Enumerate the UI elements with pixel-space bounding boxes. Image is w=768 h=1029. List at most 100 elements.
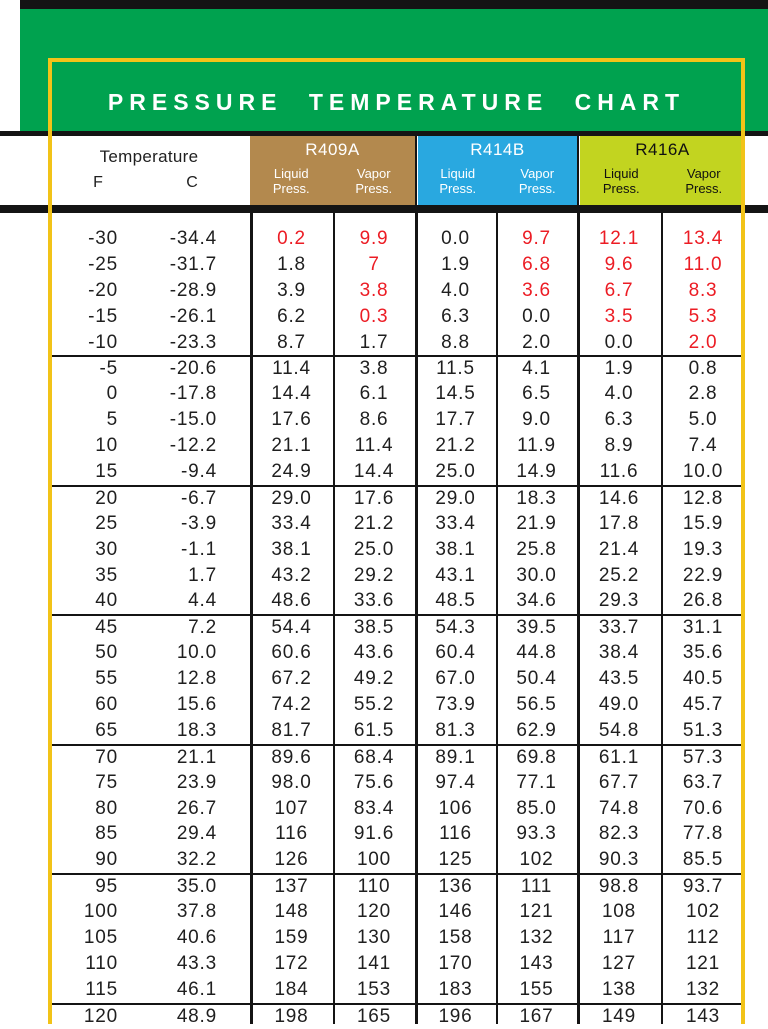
temp-c-cell: -34.4 <box>169 227 217 249</box>
table-row: -20 -28.9 3.9 3.8 4.0 3.6 6.7 8.3 <box>48 278 745 304</box>
r416a-liquid-cell: 117 <box>602 926 636 948</box>
table-row: 25 -3.9 33.4 21.2 33.4 21.9 17.8 15.9 <box>48 511 745 537</box>
r409a-vapor-cell: 3.8 <box>359 358 389 380</box>
temp-c-cell: 48.9 <box>176 1005 217 1027</box>
r409a-vapor-cell: 8.6 <box>359 409 389 431</box>
r409a-vapor-cell: 7 <box>368 253 380 275</box>
title-wrap: PRESSURE TEMPERATURE CHART <box>48 89 745 116</box>
r416a-liquid-cell: 38.4 <box>598 642 640 664</box>
r414b-vapor-cell: 9.7 <box>522 227 551 249</box>
r416a-liquid-cell: 9.6 <box>604 253 634 275</box>
r409a-vapor-cell: 75.6 <box>353 771 395 793</box>
table-row: 80 26.7 107 83.4 106 85.0 74.8 70.6 <box>48 796 745 822</box>
temp-f-cell: 20 <box>95 487 118 509</box>
temp-c-cell: 10.0 <box>176 642 217 664</box>
r416a-vapor-cell: 112 <box>686 926 720 948</box>
temp-c-cell: 18.3 <box>176 719 217 741</box>
temp-f-cell: 0 <box>106 383 118 405</box>
r414b-vapor-cell: 102 <box>519 849 554 871</box>
r409a-vapor-cell: 141 <box>356 952 392 974</box>
r409a-vapor-cell: 38.5 <box>353 617 395 639</box>
r409a-vapor-cell: 153 <box>356 978 392 1000</box>
temp-f-cell: -30 <box>88 227 118 249</box>
r416a-vapor-cell: 15.9 <box>682 512 724 534</box>
temp-c-cell: -26.1 <box>169 305 217 327</box>
temp-f-cell: 60 <box>95 693 118 715</box>
r416a-vapor-cell: 35.6 <box>682 642 724 664</box>
temp-f-cell: 5 <box>106 409 118 431</box>
r409a-liquid-cell: 159 <box>274 926 309 948</box>
r416a-liquid-cell: 54.8 <box>598 719 640 741</box>
table-row: 60 15.6 74.2 55.2 73.9 56.5 49.0 45.7 <box>48 692 745 718</box>
table-row: 105 40.6 159 130 158 132 117 112 <box>48 925 745 951</box>
r416a-vapor-cell: 93.7 <box>682 876 724 898</box>
temp-c-cell: -20.6 <box>169 358 217 380</box>
r416a-vapor-cell: 22.9 <box>682 564 724 586</box>
r414b-vapor-cell: 30.0 <box>516 564 557 586</box>
table-row: 70 21.1 89.6 68.4 89.1 69.8 61.1 57.3 <box>48 743 745 770</box>
r414b-vapor-cell: 0.0 <box>522 305 551 327</box>
temp-c-cell: -1.1 <box>181 538 217 560</box>
r416a-liquid-cell: 25.2 <box>598 564 640 586</box>
r414b-vapor-cell: 143 <box>519 952 554 974</box>
r416a-vapor-cell: 2.0 <box>688 331 718 353</box>
r416a-liquid-cell: 33.7 <box>598 617 640 639</box>
table-row: -15 -26.1 6.2 0.3 6.3 0.0 3.5 5.3 <box>48 304 745 330</box>
r409a-liquid-cell: 43.2 <box>271 564 312 586</box>
r416a-vapor-cell: 102 <box>685 901 721 923</box>
r414b-vapor-cell: 77.1 <box>516 771 557 793</box>
r409a-vapor-cell: 14.4 <box>353 460 395 482</box>
temp-c-cell: 21.1 <box>176 746 217 768</box>
r414b-liquid-cell: 89.1 <box>435 746 476 768</box>
temp-c-cell: 29.4 <box>176 823 217 845</box>
r414b-liquid-cell: 81.3 <box>435 719 476 741</box>
r414b-liquid-cell: 125 <box>438 849 473 871</box>
r409a-vapor-cell: 0.3 <box>359 305 389 327</box>
r409a-liquid-cell: 67.2 <box>271 668 312 690</box>
r416a-liquid-cell: 12.1 <box>598 227 640 249</box>
temp-f-cell: 90 <box>95 849 118 871</box>
r414b-vapor-cell: 6.5 <box>522 383 551 405</box>
r409a-liquid-cell: 33.4 <box>271 512 312 534</box>
r409a-liquid-cell: 172 <box>274 952 309 974</box>
r409a-liquid-cell: 38.1 <box>271 538 312 560</box>
temp-c-cell: 32.2 <box>176 849 217 871</box>
temp-f-cell: -20 <box>88 279 118 301</box>
r409a-vapor-cell: 17.6 <box>353 487 395 509</box>
r414b-liquid-cell: 0.0 <box>441 227 470 249</box>
r409a-liquid-cell: 116 <box>275 823 308 845</box>
r414b-vapor-cell: 21.9 <box>516 512 557 534</box>
r416a-liquid-cell: 138 <box>601 978 637 1000</box>
temp-c-cell: 4.4 <box>188 590 217 612</box>
r409a-header: R409A Liquid Press. Vapor Press. <box>250 136 415 205</box>
r416a-vapor-cell: 10.0 <box>682 460 724 482</box>
r414b-vapor-cell: 6.8 <box>522 253 551 275</box>
r416a-liquid-cell: 98.8 <box>598 876 640 898</box>
r414b-liquid-cell: 183 <box>438 978 473 1000</box>
r409a-liquid-cell: 198 <box>274 1005 309 1027</box>
r416a-vapor-cell: 63.7 <box>682 771 724 793</box>
r409a-liquid-cell: 24.9 <box>271 460 312 482</box>
r414b-vapor-cell: 34.6 <box>516 590 557 612</box>
r414b-vapor-cell: 132 <box>519 926 554 948</box>
temp-c-cell: 15.6 <box>176 693 217 715</box>
r416a-vapor-cell: 11.0 <box>683 253 723 275</box>
r416a-vapor-cell: 85.5 <box>682 849 724 871</box>
r414b-vapor-cell: 11.9 <box>517 435 556 457</box>
temp-f-cell: -15 <box>88 305 118 327</box>
temp-f-cell: 45 <box>95 617 118 639</box>
r414b-liquid-cell: 17.7 <box>435 409 476 431</box>
r414b-vapor-cell: 44.8 <box>516 642 557 664</box>
table-row: 50 10.0 60.6 43.6 60.4 44.8 38.4 35.6 <box>48 640 745 666</box>
r414b-liquid-cell: 4.0 <box>441 279 470 301</box>
r416a-liquid-cell: 6.7 <box>604 279 634 301</box>
r414b-vapor-cell: 155 <box>519 978 554 1000</box>
r416a-vapor-cell: 143 <box>685 1005 721 1027</box>
r414b-liquid-cell: 158 <box>438 926 473 948</box>
r416a-liquid-cell: 6.3 <box>604 409 634 431</box>
temp-c-cell: 43.3 <box>176 952 217 974</box>
r414b-header: R414B Liquid Press. Vapor Press. <box>418 136 577 205</box>
r409a-vapor-press-label: Vapor Press. <box>355 166 393 196</box>
r416a-liquid-cell: 14.6 <box>598 487 640 509</box>
table-row: 45 7.2 54.4 38.5 54.3 39.5 33.7 31.1 <box>48 614 745 640</box>
